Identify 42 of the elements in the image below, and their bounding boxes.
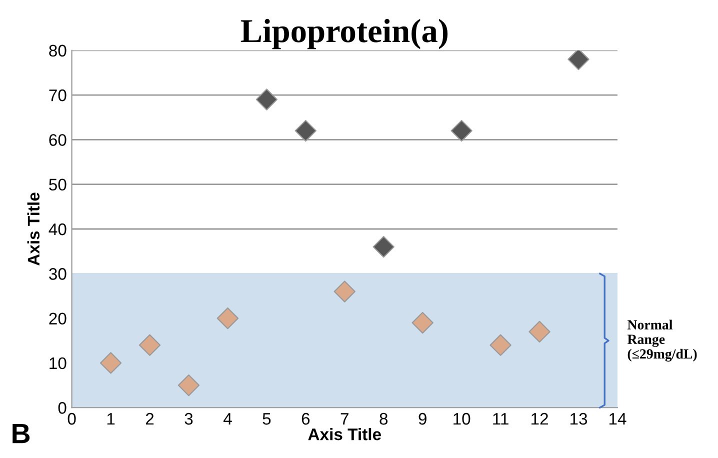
point (528, 320, 550, 343)
y-tick-label: 20 (49, 312, 66, 325)
y-tick-label: 40 (48, 223, 66, 236)
point (334, 280, 356, 302)
x-tick-label: 7 (340, 413, 348, 425)
x-tick-label: 2 (146, 412, 154, 425)
y-axis-title: Axis Title (27, 192, 40, 266)
y-tick-label: 50 (49, 178, 66, 191)
x-tick-label: 9 (418, 412, 426, 425)
x-tick-label: 13 (570, 412, 588, 425)
x-tick-label: 1 (107, 413, 115, 425)
point (412, 312, 434, 334)
band-label: Normal Range (≤29mg/dL) (627, 320, 697, 362)
x-tick-label: 3 (184, 412, 193, 425)
x-axis-title: Axis Title (308, 428, 381, 440)
x-tick-label: 5 (262, 413, 271, 425)
point (450, 120, 472, 142)
point (256, 88, 278, 110)
point (216, 307, 239, 330)
point (100, 352, 122, 374)
y-tick-label: 30 (49, 268, 66, 280)
y-tick-label: 70 (49, 89, 66, 102)
x-tick-label: 4 (223, 413, 232, 425)
x-tick-label: 11 (493, 413, 508, 425)
point (294, 120, 317, 142)
text: B (12, 424, 30, 444)
x-tick-label: 12 (532, 412, 548, 425)
x-tick-label: 6 (302, 412, 310, 425)
x-tick-label: 0 (68, 412, 76, 425)
y-tick-label: 10 (50, 357, 66, 370)
y-tick-label: 80 (49, 44, 66, 57)
y-tick-label: 0 (58, 402, 66, 414)
point (490, 334, 512, 356)
point (568, 50, 590, 70)
y-tick-label: 60 (49, 134, 66, 146)
point (138, 334, 161, 356)
point (178, 374, 200, 396)
x-tick-label: 14 (609, 413, 626, 425)
x-tick-label: 8 (380, 412, 388, 425)
chart-title: Lipoprotein(a) (240, 18, 448, 50)
x-tick-label: 10 (454, 412, 470, 425)
point (372, 236, 394, 258)
